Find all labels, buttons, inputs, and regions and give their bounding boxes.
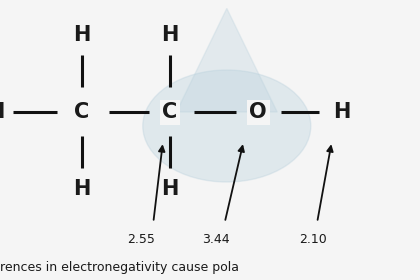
Text: C: C	[74, 102, 89, 122]
Text: H: H	[161, 179, 179, 199]
Text: H: H	[73, 25, 91, 45]
Circle shape	[143, 70, 311, 182]
Text: H: H	[161, 25, 179, 45]
Text: H: H	[73, 179, 91, 199]
Text: H: H	[333, 102, 351, 122]
Text: C: C	[163, 102, 178, 122]
Text: 3.44: 3.44	[202, 233, 230, 246]
Text: 2.55: 2.55	[127, 233, 155, 246]
Text: H: H	[0, 102, 5, 122]
Text: O: O	[249, 102, 267, 122]
Text: 2.10: 2.10	[299, 233, 327, 246]
Polygon shape	[176, 8, 277, 112]
Text: rences in electronegativity cause pola: rences in electronegativity cause pola	[0, 262, 239, 274]
